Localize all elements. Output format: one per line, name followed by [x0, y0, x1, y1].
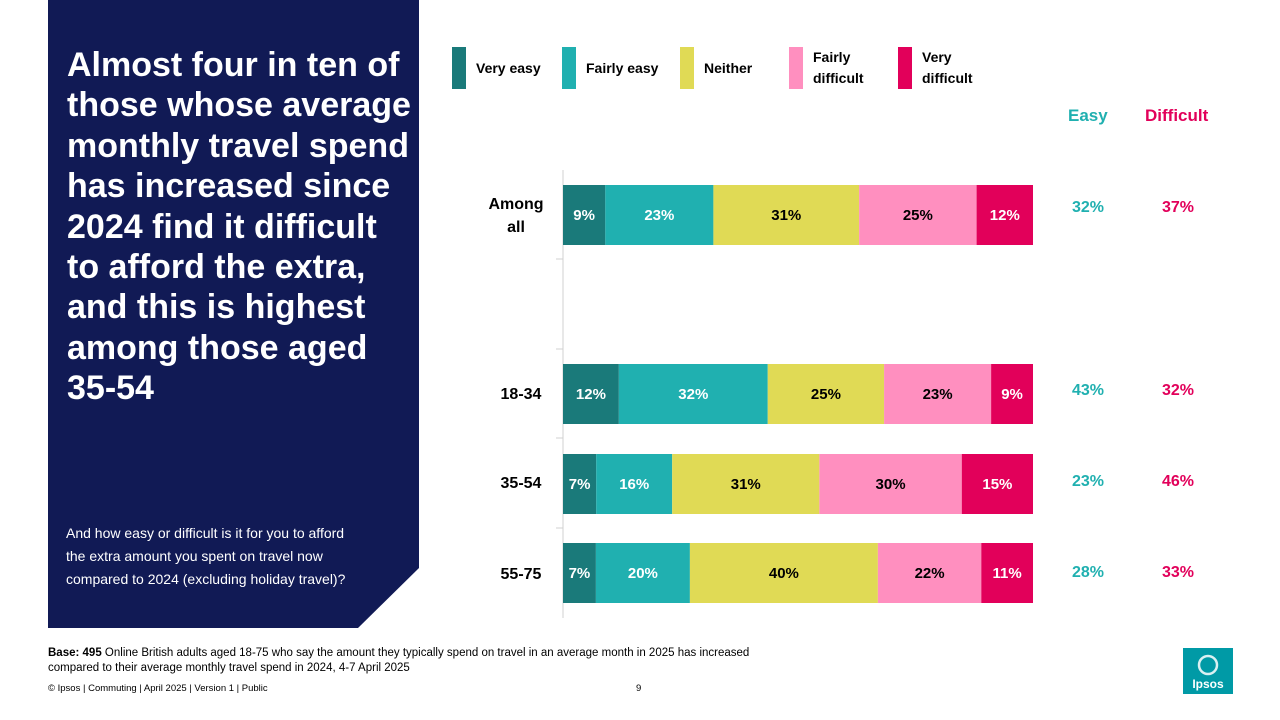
data-label-fairly-difficult: 23%	[923, 386, 953, 403]
row-label-among-all-line1: Among	[488, 196, 544, 213]
data-label-fairly-easy: 23%	[644, 207, 674, 224]
net-easy-header: Easy	[1068, 106, 1108, 125]
legend-label-very-difficult-line1: Very	[922, 49, 952, 65]
net-difficult-value: 32%	[1161, 382, 1195, 399]
legend-swatch-very-difficult	[898, 47, 912, 89]
logo-mark-icon	[1197, 654, 1219, 676]
ipsos-logo: Ipsos	[1183, 648, 1233, 694]
data-label-neither: 31%	[771, 207, 801, 224]
legend-label-very-easy: Very easy	[476, 59, 541, 76]
data-label-very-difficult: 9%	[1001, 386, 1023, 403]
data-label-very-easy: 7%	[569, 476, 591, 493]
footer-copyright: © Ipsos | Commuting | April 2025 | Versi…	[48, 683, 268, 694]
legend-label-fairly-difficult-line1: Fairly	[813, 49, 851, 65]
net-difficult-value: 37%	[1161, 199, 1195, 216]
data-label-neither: 25%	[811, 386, 841, 403]
data-label-fairly-difficult: 22%	[915, 565, 945, 582]
bar-segment-very-difficult	[961, 454, 1033, 514]
legend-label-very-difficult: Very difficult	[922, 47, 973, 89]
legend-label-neither: Neither	[704, 59, 753, 76]
net-easy-value: 28%	[1071, 564, 1105, 581]
data-label-very-difficult: 11%	[993, 565, 1022, 582]
row-label-18-34: 18-34	[500, 386, 542, 403]
data-label-very-easy: 12%	[576, 386, 606, 403]
bar-segment-very-easy	[563, 185, 606, 245]
bar-segment-fairly-difficult	[877, 543, 982, 603]
row-label-55-75: 55-75	[500, 566, 542, 583]
bar-segment-fairly-easy	[618, 364, 768, 424]
bar-segment-fairly-easy	[595, 543, 690, 603]
bar-segment-neither	[767, 364, 885, 424]
legend-label-very-difficult-line2: difficult	[922, 70, 973, 86]
page-number: 9	[636, 683, 642, 694]
bar-segment-fairly-difficult	[819, 454, 962, 514]
data-label-neither: 40%	[769, 565, 799, 582]
net-easy-value: 32%	[1071, 199, 1105, 216]
net-easy-value: 23%	[1071, 473, 1105, 490]
net-difficult-value: 33%	[1161, 564, 1195, 581]
legend-fairly-easy: Fairly easy	[562, 47, 658, 89]
bar-segment-very-difficult	[991, 364, 1033, 424]
logo-text: Ipsos	[1192, 677, 1224, 691]
net-easy-value: 43%	[1071, 382, 1105, 399]
legend-swatch-fairly-difficult	[789, 47, 803, 89]
base-text: Online British adults aged 18-75 who say…	[48, 647, 750, 674]
data-label-very-difficult: 15%	[982, 476, 1012, 493]
data-label-very-easy: 9%	[573, 207, 595, 224]
bar-segment-neither	[713, 185, 860, 245]
legend-label-fairly-difficult: Fairly difficult	[813, 47, 864, 89]
bar-segment-fairly-easy	[596, 454, 673, 514]
data-label-fairly-difficult: 30%	[876, 476, 906, 493]
bar-segment-fairly-difficult	[859, 185, 977, 245]
legend-neither: Neither	[680, 47, 752, 89]
data-label-neither: 31%	[731, 476, 761, 493]
footer-base: Base: 495 Online British adults aged 18-…	[48, 646, 788, 676]
legend-swatch-very-easy	[452, 47, 466, 89]
data-label-very-easy: 7%	[569, 565, 591, 582]
base-label: Base:	[48, 647, 80, 659]
bars-group: 9% 23% 31% 25% 12% 12% 32% 25% 23% 9% 7% 16% 31% 30% 1…	[563, 185, 1033, 603]
legend-swatch-fairly-easy	[562, 47, 576, 89]
survey-question: And how easy or difficult is it for you …	[66, 525, 346, 587]
net-difficult-header: Difficult	[1145, 106, 1209, 125]
bar-segment-very-easy	[563, 543, 596, 603]
data-label-fairly-easy: 16%	[619, 476, 649, 493]
legend-label-fairly-difficult-line2: difficult	[813, 70, 864, 86]
data-label-fairly-difficult: 25%	[903, 207, 933, 224]
bar-segment-very-easy	[563, 364, 619, 424]
row-label-among-all-line2: all	[507, 219, 525, 236]
bar-segment-fairly-difficult	[884, 364, 992, 424]
bar-segment-fairly-easy	[605, 185, 714, 245]
row-label-among-all: Among all	[481, 193, 551, 239]
bar-segment-very-difficult	[981, 543, 1033, 603]
bar-segment-neither	[672, 454, 820, 514]
bar-segment-very-difficult	[976, 185, 1033, 245]
base-n: 495	[82, 647, 102, 659]
headline-panel	[48, 0, 419, 628]
bar-segment-very-easy	[563, 454, 597, 514]
legend-very-difficult: Very difficult	[898, 47, 973, 89]
row-label-35-54: 35-54	[500, 475, 542, 492]
headline: Almost four in ten of those whose averag…	[67, 46, 411, 408]
bar-segment-neither	[689, 543, 878, 603]
legend-very-easy: Very easy	[452, 47, 541, 89]
data-label-very-difficult: 12%	[990, 207, 1020, 224]
legend-fairly-difficult: Fairly difficult	[789, 47, 864, 89]
legend-swatch-neither	[680, 47, 694, 89]
net-difficult-value: 46%	[1161, 473, 1195, 490]
legend-label-fairly-easy: Fairly easy	[586, 59, 659, 76]
data-label-fairly-easy: 20%	[628, 565, 658, 582]
data-label-fairly-easy: 32%	[678, 386, 708, 403]
